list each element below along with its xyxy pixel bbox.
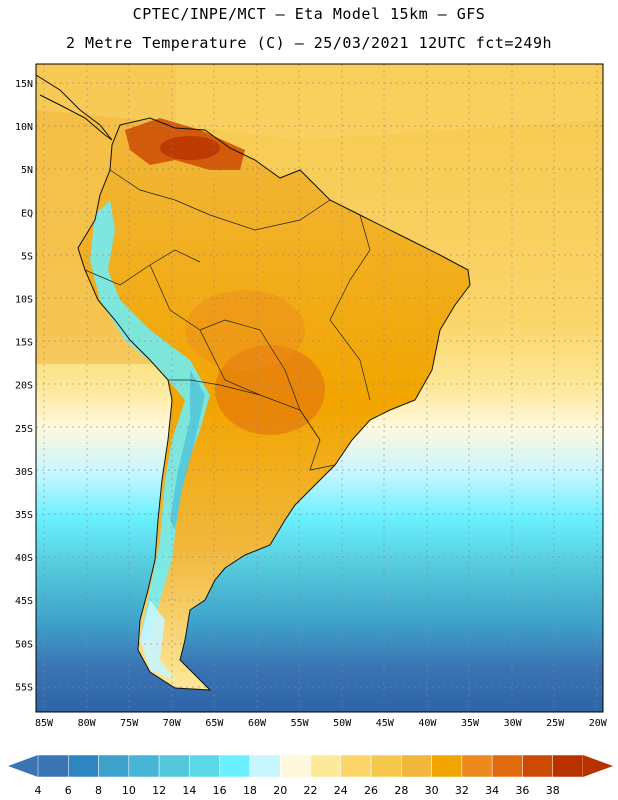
lon-label: 35W <box>461 718 480 729</box>
colorbar-label: 38 <box>545 784 560 797</box>
colorbar-label: 16 <box>212 784 227 797</box>
lon-label: 25W <box>546 718 565 729</box>
colorbar-label: 28 <box>394 784 409 797</box>
colorbar-swatch <box>491 754 523 778</box>
colorbar-swatch <box>279 754 311 778</box>
colorbar-label: 22 <box>303 784 318 797</box>
lat-label: 35S <box>15 510 33 521</box>
country-borders <box>84 169 371 471</box>
lat-label: 55S <box>15 682 33 693</box>
colorbar-swatch <box>552 754 584 778</box>
colorbar-swatch <box>189 754 220 778</box>
lat-label: 30S <box>15 467 33 478</box>
longitude-labels: 85W 80W 75W 70W 65W 60W 55W 50W 45W 40W 35W 30W 25W 2… <box>35 718 608 729</box>
lon-label: 60W <box>248 718 267 729</box>
lat-label: 15S <box>15 338 33 349</box>
latitude-labels: 15N 10N 5N EQ 5S 10S 15S 20S 25S 30S 35S 40S 45S 50S 5… <box>15 79 33 693</box>
colorbar-label: 32 <box>454 784 469 797</box>
colorbar-label: 18 <box>242 784 257 797</box>
colorbar-label: 20 <box>273 784 288 797</box>
lat-label: 15N <box>15 79 33 90</box>
lon-label: 70W <box>163 718 182 729</box>
colorbar-swatch <box>310 754 342 778</box>
lon-label: 20W <box>589 718 608 729</box>
colorbar-label: 10 <box>121 784 136 797</box>
colorbar-swatch <box>431 754 463 778</box>
colorbar-swatch <box>461 754 493 778</box>
colorbar-label: 6 <box>64 784 72 797</box>
colorbar-swatch <box>37 754 69 778</box>
colorbar-swatch <box>522 754 553 778</box>
andes-cold-band <box>90 200 210 640</box>
lon-label: 80W <box>78 718 97 729</box>
colorbar-label: 8 <box>95 784 103 797</box>
lon-label: 45W <box>376 718 395 729</box>
colorbar-swatch <box>128 754 160 778</box>
colorbar-swatch <box>219 754 251 778</box>
colorbar <box>8 754 613 778</box>
colorbar-low-arrow <box>8 755 38 777</box>
colorbar-label: 36 <box>515 784 530 797</box>
colorbar-swatch <box>249 754 281 778</box>
colorbar-swatch <box>370 754 402 778</box>
lat-label: 45S <box>15 596 33 607</box>
colorbar-swatch <box>68 754 99 778</box>
lon-label: 30W <box>504 718 523 729</box>
colorbar-swatch <box>401 754 432 778</box>
colorbar-swatch <box>158 754 190 778</box>
colorbar-swatch <box>98 754 130 778</box>
colorbar-label: 26 <box>364 784 379 797</box>
lat-label: EQ <box>21 208 33 219</box>
lon-label: 40W <box>418 718 437 729</box>
lat-label: 5S <box>21 251 33 262</box>
lon-label: 85W <box>35 718 54 729</box>
colorbar-label: 12 <box>152 784 167 797</box>
lon-label: 65W <box>205 718 224 729</box>
lat-label: 40S <box>15 553 33 564</box>
central-america <box>36 74 113 141</box>
lon-label: 55W <box>291 718 310 729</box>
lat-label: 50S <box>15 639 33 650</box>
colorbar-high-arrow <box>583 755 613 777</box>
lat-label: 25S <box>15 424 33 435</box>
lat-label: 5N <box>21 165 33 176</box>
lat-label: 20S <box>15 381 33 392</box>
map-subtitle: 2 Metre Temperature (C) – 25/03/2021 12U… <box>65 34 553 52</box>
lat-label: 10N <box>15 122 33 133</box>
lon-label: 75W <box>120 718 139 729</box>
colorbar-label: 14 <box>182 784 197 797</box>
colorbar-label: 4 <box>34 784 42 797</box>
lon-label: 50W <box>333 718 352 729</box>
coastline <box>77 117 471 691</box>
colorbar-label: 30 <box>424 784 439 797</box>
colorbar-label: 24 <box>333 784 348 797</box>
colorbar-swatch <box>340 754 372 778</box>
map-title: CPTEC/INPE/MCT – Eta Model 15km – GFS <box>132 5 486 23</box>
colorbar-label: 34 <box>485 784 500 797</box>
lat-label: 10S <box>15 295 33 306</box>
